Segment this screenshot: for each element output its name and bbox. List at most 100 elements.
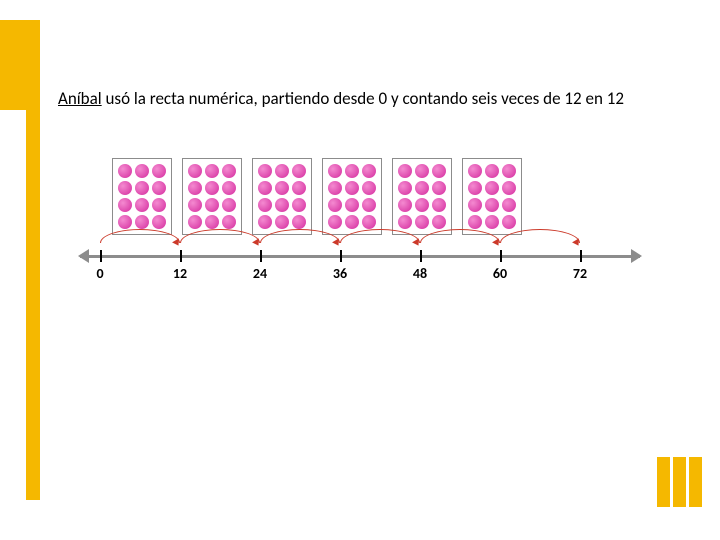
dot bbox=[345, 198, 359, 212]
axis-arrow-right bbox=[631, 249, 642, 263]
tick bbox=[420, 250, 422, 262]
dot bbox=[205, 181, 219, 195]
dot bbox=[502, 215, 516, 229]
dot bbox=[468, 198, 482, 212]
dot bbox=[188, 198, 202, 212]
dot bbox=[328, 198, 342, 212]
dot bbox=[345, 164, 359, 178]
dot-group bbox=[392, 158, 452, 235]
dot bbox=[292, 215, 306, 229]
dot bbox=[362, 215, 376, 229]
dot bbox=[292, 181, 306, 195]
dot bbox=[188, 164, 202, 178]
dot bbox=[328, 215, 342, 229]
dot-group bbox=[462, 158, 522, 235]
dot bbox=[152, 198, 166, 212]
dot bbox=[502, 198, 516, 212]
dot bbox=[258, 198, 272, 212]
dot bbox=[222, 164, 236, 178]
dot bbox=[328, 181, 342, 195]
dot bbox=[118, 164, 132, 178]
axis-arrow-left bbox=[78, 249, 89, 263]
tick-label: 60 bbox=[493, 265, 507, 282]
dot bbox=[468, 181, 482, 195]
dot bbox=[135, 215, 149, 229]
dot bbox=[188, 215, 202, 229]
dot bbox=[222, 181, 236, 195]
dot bbox=[485, 198, 499, 212]
number-line: 0122436486072 bbox=[80, 241, 640, 267]
tick bbox=[500, 250, 502, 262]
dot bbox=[118, 198, 132, 212]
tick bbox=[260, 250, 262, 262]
bars-accent-right bbox=[654, 457, 702, 512]
dot bbox=[468, 215, 482, 229]
dot bbox=[152, 181, 166, 195]
dot bbox=[205, 164, 219, 178]
dot bbox=[432, 164, 446, 178]
dot bbox=[275, 215, 289, 229]
dot bbox=[118, 181, 132, 195]
dot bbox=[118, 215, 132, 229]
dot bbox=[485, 215, 499, 229]
tick bbox=[180, 250, 182, 262]
dot bbox=[415, 181, 429, 195]
dot bbox=[275, 181, 289, 195]
tick bbox=[100, 250, 102, 262]
description-text: Aníbal usó la recta numérica, partiendo … bbox=[58, 88, 648, 110]
dot-group bbox=[112, 158, 172, 235]
dot bbox=[362, 198, 376, 212]
dot bbox=[275, 164, 289, 178]
tick-label: 24 bbox=[253, 265, 267, 282]
number-line-axis bbox=[80, 255, 640, 258]
dot bbox=[258, 181, 272, 195]
vertical-accent-left bbox=[26, 38, 40, 500]
dot bbox=[502, 181, 516, 195]
dot bbox=[502, 164, 516, 178]
dot-group bbox=[322, 158, 382, 235]
dot bbox=[292, 164, 306, 178]
dot bbox=[415, 164, 429, 178]
dot bbox=[362, 181, 376, 195]
dot bbox=[468, 164, 482, 178]
dot bbox=[345, 181, 359, 195]
dot bbox=[292, 198, 306, 212]
dot bbox=[222, 198, 236, 212]
dot bbox=[222, 215, 236, 229]
dot bbox=[398, 215, 412, 229]
dot bbox=[398, 198, 412, 212]
dot bbox=[205, 198, 219, 212]
dot bbox=[135, 198, 149, 212]
dot-groups-row bbox=[80, 158, 640, 235]
dot bbox=[328, 164, 342, 178]
dot bbox=[485, 181, 499, 195]
dot bbox=[258, 215, 272, 229]
name-underlined: Aníbal bbox=[58, 88, 102, 109]
dot bbox=[415, 198, 429, 212]
dot bbox=[485, 164, 499, 178]
tick-label: 12 bbox=[173, 265, 187, 282]
dot-group bbox=[182, 158, 242, 235]
tick-label: 48 bbox=[413, 265, 427, 282]
dot bbox=[432, 181, 446, 195]
dot bbox=[275, 198, 289, 212]
tick bbox=[580, 250, 582, 262]
dot bbox=[258, 164, 272, 178]
dot bbox=[345, 215, 359, 229]
dot bbox=[362, 164, 376, 178]
dot bbox=[398, 181, 412, 195]
dot-group bbox=[252, 158, 312, 235]
dot bbox=[135, 164, 149, 178]
dot bbox=[152, 164, 166, 178]
dot bbox=[188, 181, 202, 195]
dot bbox=[432, 198, 446, 212]
description-rest: usó la recta numérica, partiendo desde 0… bbox=[102, 88, 624, 109]
dot bbox=[205, 215, 219, 229]
tick-label: 72 bbox=[573, 265, 587, 282]
diagram-container: 0122436486072 bbox=[80, 158, 640, 267]
tick-label: 36 bbox=[333, 265, 347, 282]
dot bbox=[152, 215, 166, 229]
dot bbox=[415, 215, 429, 229]
dot bbox=[398, 164, 412, 178]
tick bbox=[340, 250, 342, 262]
